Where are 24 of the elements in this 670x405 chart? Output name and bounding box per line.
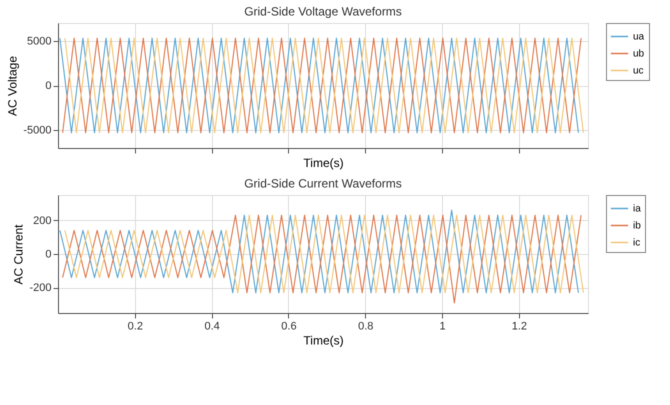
legend-label: ib — [633, 220, 642, 232]
x-tick-label: 0.6 — [281, 320, 297, 332]
legend-label: uc — [633, 66, 644, 76]
y-axis-title: AC Voltage — [5, 56, 20, 116]
x-tick-label: 1 — [439, 320, 446, 332]
y-axis-title: AC Current — [11, 224, 26, 285]
x-tick-label: 0.8 — [358, 320, 374, 332]
chart-title: Grid-Side Current Waveforms — [244, 176, 402, 190]
y-tick-label: 0 — [45, 80, 52, 92]
y-tick-label: -200 — [29, 282, 52, 294]
x-axis-title: Time(s) — [303, 334, 344, 348]
x-tick-label: 0.4 — [204, 320, 220, 332]
y-tick-label: 200 — [33, 214, 52, 227]
x-tick-label: 1.2 — [512, 320, 528, 332]
legend-label: ub — [633, 48, 645, 60]
legend-label: ic — [633, 238, 640, 248]
y-tick-label: 0 — [45, 248, 52, 260]
legend-label: ia — [633, 204, 642, 214]
legend-label: ua — [633, 32, 645, 42]
x-axis-title: Time(s) — [303, 156, 344, 170]
chart-title: Grid-Side Voltage Waveforms — [244, 4, 402, 18]
y-tick-label: 5000 — [27, 35, 52, 48]
y-tick-label: -5000 — [23, 124, 52, 137]
x-tick-label: 0.2 — [128, 320, 143, 332]
